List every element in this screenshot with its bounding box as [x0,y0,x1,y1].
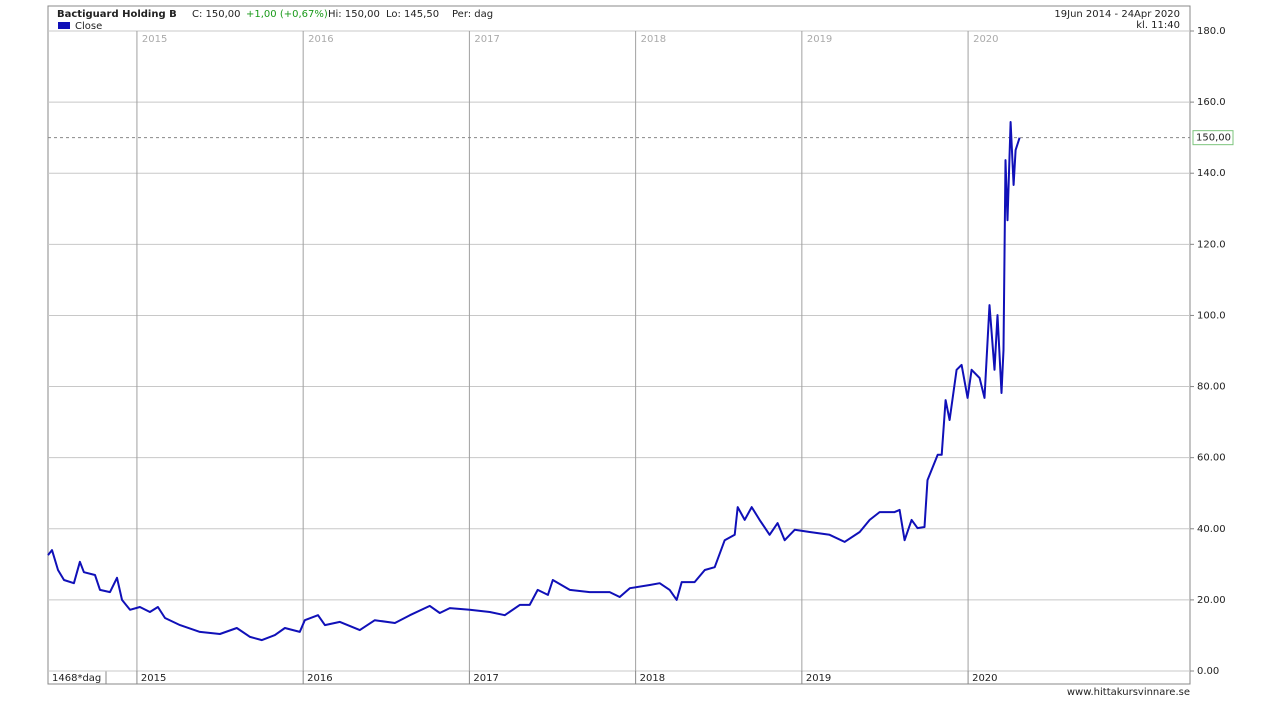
period-label: Per: dag [452,9,493,20]
x-tick-label-top: 2018 [641,34,666,45]
frame [47,5,1191,685]
x-tick-label-top: 2019 [807,34,832,45]
y-tick-label: 80.00 [1197,382,1226,393]
x-tick-label: 2015 [141,673,166,684]
y-tick-label: 60.00 [1197,453,1226,464]
x-tick-label-top: 2016 [308,34,333,45]
legend-label[interactable]: Close [75,21,102,32]
last-value-box [1192,130,1234,146]
low-label: Lo: 145,50 [386,9,439,20]
y-tick-label: 160.0 [1197,97,1226,108]
y-tick-label: 140.0 [1197,168,1226,179]
legend-swatch [58,22,70,29]
price-line [47,121,1021,642]
last-value-label: 150,00 [1196,133,1231,144]
y-tick-label: 0.00 [1197,666,1219,677]
chart-title: Bactiguard Holding B [57,9,177,20]
close-label: C: 150,00 [192,9,241,20]
y-tick-label: 180.0 [1197,26,1226,37]
y-tick-label: 20.00 [1197,595,1226,606]
x-tick-label-top: 2015 [142,34,167,45]
time-label: kl. 11:40 [1136,20,1180,31]
y-tick-label: 100.0 [1197,310,1226,321]
y-tick-label: 40.00 [1197,524,1226,535]
x-tick-label: 2016 [307,673,332,684]
x-tick-label-top: 2017 [474,34,499,45]
x-tick-label: 2020 [972,673,997,684]
x-tick-label: 2019 [806,673,831,684]
change-label: +1,00 (+0,67%) [246,9,328,20]
y-tick-label: 120.0 [1197,239,1226,250]
source: www.hittakursvinnare.se [1067,687,1190,698]
bar-count: 1468*dag [52,673,101,684]
x-tick-label: 2018 [640,673,665,684]
x-tick-label-top: 2020 [973,34,998,45]
x-tick-label: 2017 [473,673,498,684]
date-range: 19Jun 2014 - 24Apr 2020 [1054,9,1180,20]
high-label: Hi: 150,00 [328,9,380,20]
